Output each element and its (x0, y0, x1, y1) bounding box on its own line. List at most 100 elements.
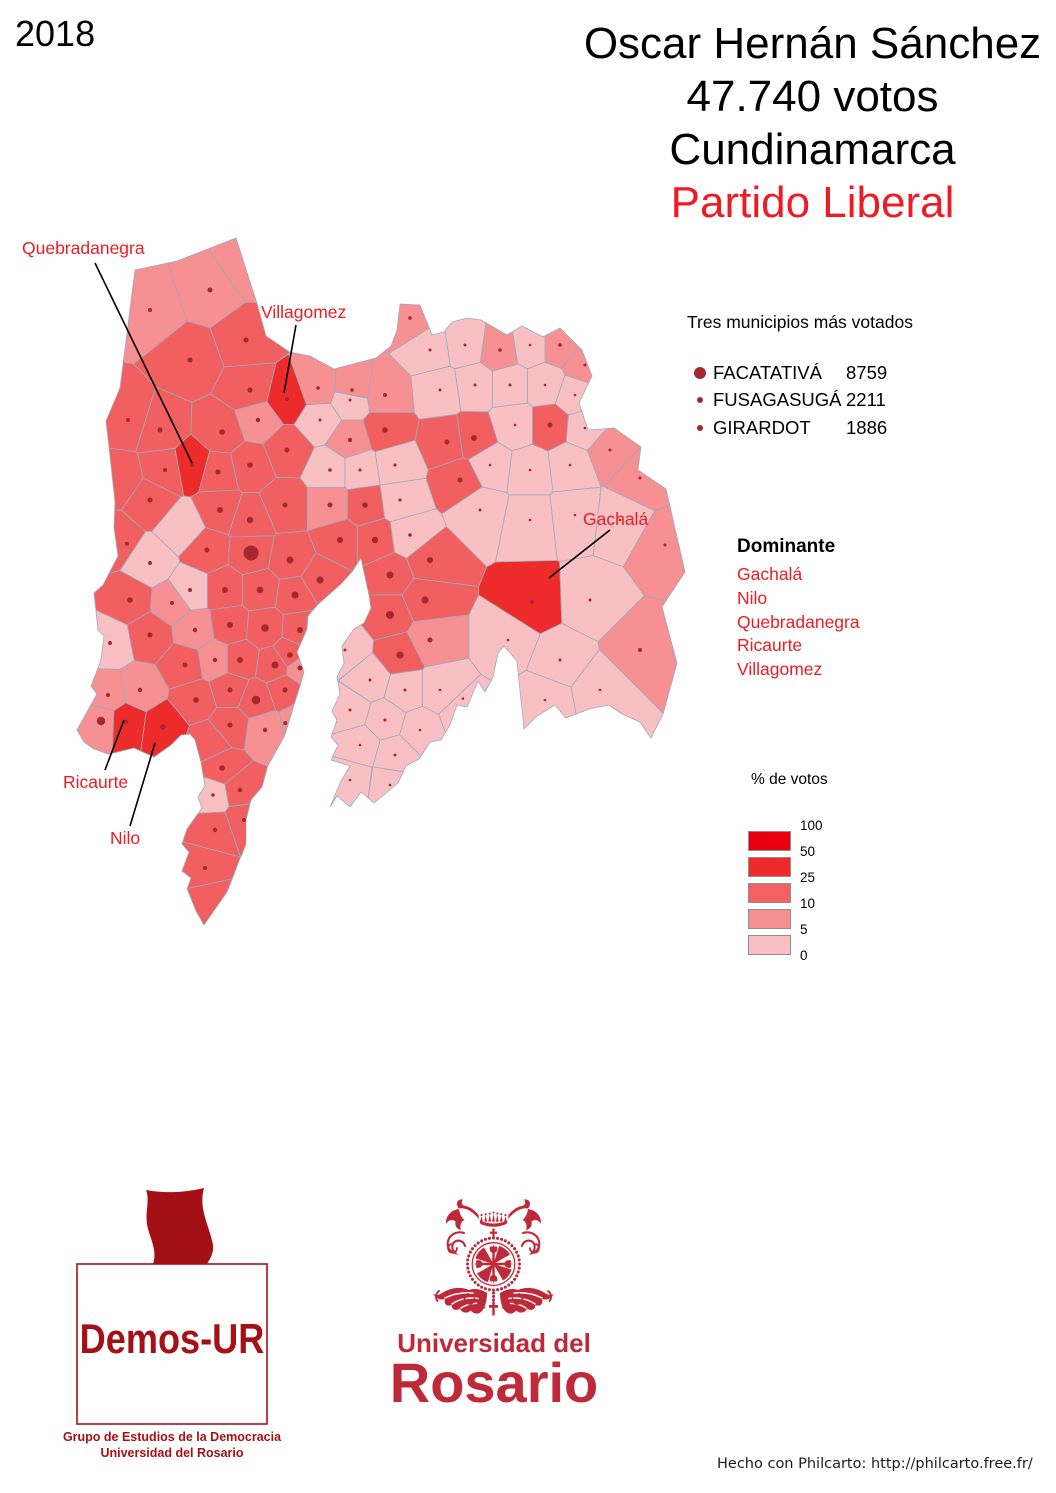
vote-symbol-dot (207, 287, 213, 293)
crest-ornament (473, 1260, 494, 1268)
demosur-logo-graphic (76, 1188, 268, 1425)
municipality-label: Nilo (110, 828, 140, 848)
vote-symbol-dot (547, 422, 553, 428)
dominante-list: Gachalá Nilo Quebradanegra Ricaurte Villagom… (737, 563, 860, 682)
crest-ornament (456, 1199, 479, 1219)
label-leader-line (548, 529, 611, 579)
vote-symbol-dot (148, 308, 152, 312)
crest-bead (517, 1258, 521, 1262)
municipality-dot-icon (687, 424, 713, 431)
crest-bead (496, 1236, 500, 1240)
dominante-title: Dominante (737, 536, 836, 557)
crest-bead (473, 1280, 477, 1284)
crest-bead (470, 1247, 475, 1251)
vote-symbol-dot (371, 536, 379, 544)
crest-ornament (493, 1264, 512, 1281)
vote-symbol-dot (393, 753, 397, 757)
label-leader-line (104, 719, 125, 771)
crest-bead (496, 1212, 499, 1215)
top-municipality-row: FACATATIVÁ 8759 (687, 359, 1007, 387)
vote-symbol-dot (271, 661, 279, 669)
crest-ornament (500, 1287, 554, 1314)
vote-symbol-dot (583, 426, 587, 430)
legend-tick: 100 (800, 818, 823, 833)
dominante-item: Gachalá (737, 564, 803, 584)
municipality-cell (367, 766, 404, 804)
top-municipalities-rows: FACATATIVÁ 8759 FUSAGASUGÁ 2211 GIRARDOT 1886 (687, 359, 1007, 442)
vote-symbol-dot (478, 508, 482, 512)
demosur-caption-line1: Grupo de Estudios de la Democracia (62, 1430, 282, 1444)
vote-symbol-dot (147, 497, 153, 503)
label-leader-line (129, 742, 156, 827)
legend-swatch (748, 883, 791, 903)
vote-symbol-dot (438, 688, 442, 692)
vote-symbol-dot (530, 600, 534, 604)
vote-symbol-dot (457, 477, 463, 483)
vote-symbol-dot (237, 787, 243, 793)
vote-symbol-dot (262, 727, 268, 733)
vote-symbol-dot (528, 468, 532, 472)
vote-symbol-dot (261, 624, 269, 632)
legend-tick: 5 (800, 922, 808, 937)
vote-symbol-dot (528, 343, 532, 347)
vote-symbol-dot (127, 597, 133, 603)
municipality-cell (90, 668, 126, 711)
vote-symbol-dot (286, 556, 294, 564)
vote-symbol-dot (291, 591, 299, 599)
crest-bead (483, 1287, 488, 1291)
rosario-crest-icon (433, 1199, 554, 1316)
demosur-caption: Grupo de Estudios de la Democracia Unive… (57, 1430, 287, 1461)
rosario-wordmark-line1: Universidad del (397, 1328, 591, 1358)
label-leader-line (94, 262, 193, 464)
vote-symbol-dot (638, 476, 642, 480)
vote-symbol-dot (638, 648, 642, 652)
vote-symbol-dot (513, 423, 517, 427)
vote-symbol-dot (488, 463, 492, 467)
vote-symbol-dot (283, 721, 288, 726)
legend-tick: 50 (800, 844, 816, 859)
vote-symbol-dot (393, 463, 397, 467)
municipality-cell (479, 322, 519, 372)
municipality-cell (186, 878, 233, 926)
ballot-ribbon-icon (146, 1188, 214, 1264)
vote-symbol-dot (348, 708, 352, 712)
crest-bead (507, 1241, 511, 1245)
vote-symbol-dot (427, 557, 433, 563)
vote-symbol-dot (396, 651, 404, 659)
vote-symbol-dot (383, 718, 387, 722)
vote-symbol-dot (247, 462, 253, 468)
candidate-name: Oscar Hernán Sánchez (583, 19, 1042, 68)
crest-ornament (492, 1213, 495, 1222)
legend-tick: 25 (800, 870, 816, 885)
vote-symbol-dot (227, 687, 233, 693)
vote-symbol-dot (383, 393, 387, 397)
vote-symbol-dot (297, 627, 303, 633)
vote-symbol-dot (362, 502, 368, 508)
municipality-label: Gachalá (583, 509, 648, 529)
crest-ornament (504, 1216, 507, 1222)
vote-symbol-dot (237, 657, 243, 663)
vote-symbol-dot (506, 638, 510, 642)
vote-symbol-dot (382, 427, 388, 433)
municipality-cell (234, 401, 284, 445)
vote-symbol-dot (106, 693, 110, 697)
vote-symbol-dot (337, 537, 343, 543)
vote-symbol-dot (193, 697, 199, 703)
municipality-votes: 2211 (846, 389, 886, 411)
vote-symbol-dot (124, 541, 129, 546)
vote-symbol-dot (247, 387, 253, 393)
crest-ring (471, 1242, 516, 1286)
dominante-item: Nilo (737, 587, 768, 608)
crest-ornament (489, 1264, 498, 1284)
vote-symbol-dot (461, 697, 465, 700)
vote-symbol-dot (343, 648, 347, 652)
crest-bead (488, 1212, 491, 1215)
vote-symbol-dot (212, 657, 218, 663)
crest-bead (491, 1291, 496, 1295)
label-leader-line (283, 324, 297, 394)
crest-ornament (547, 1290, 552, 1302)
crest-bead (473, 1244, 477, 1248)
crest-ornament (489, 1301, 498, 1316)
vote-symbol-dot (350, 388, 354, 392)
vote-symbol-dot (347, 437, 353, 443)
